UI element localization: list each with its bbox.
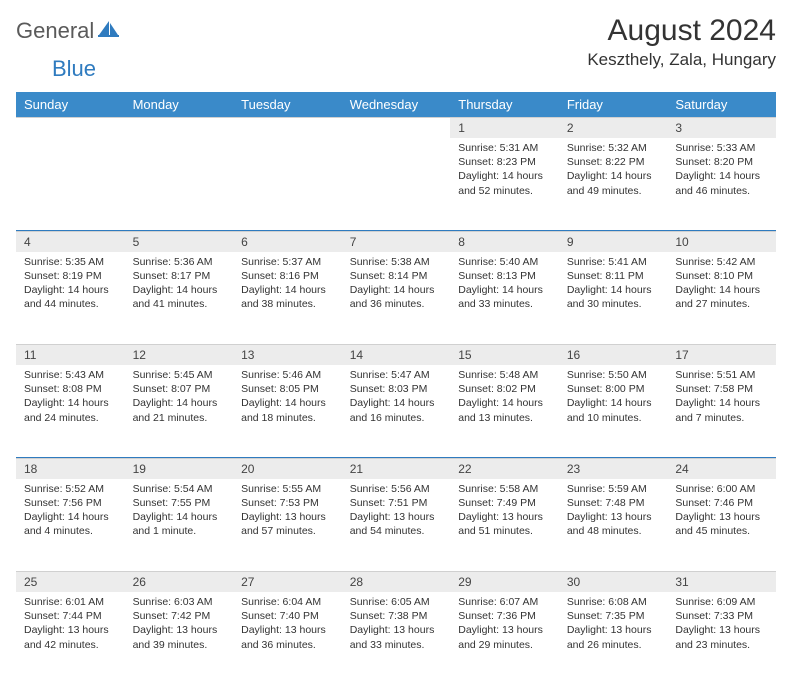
day-content-cell bbox=[125, 138, 234, 230]
day-content-cell: Sunrise: 6:08 AMSunset: 7:35 PMDaylight:… bbox=[559, 592, 668, 684]
day-content-cell: Sunrise: 5:41 AMSunset: 8:11 PMDaylight:… bbox=[559, 252, 668, 344]
day-content-row: Sunrise: 5:35 AMSunset: 8:19 PMDaylight:… bbox=[16, 252, 776, 344]
day-number-cell: 5 bbox=[125, 231, 234, 252]
day-content-cell bbox=[233, 138, 342, 230]
day-content-cell: Sunrise: 5:52 AMSunset: 7:56 PMDaylight:… bbox=[16, 479, 125, 571]
daynum-row: 18192021222324 bbox=[16, 458, 776, 479]
day-content-cell: Sunrise: 5:31 AMSunset: 8:23 PMDaylight:… bbox=[450, 138, 559, 230]
day-number-cell: 7 bbox=[342, 231, 451, 252]
brand-part2: Blue bbox=[52, 56, 96, 81]
weekday-header: Saturday bbox=[667, 92, 776, 118]
calendar-page: General August 2024 Keszthely, Zala, Hun… bbox=[0, 0, 792, 698]
day-number-cell: 6 bbox=[233, 231, 342, 252]
day-number-cell: 26 bbox=[125, 572, 234, 593]
brand-part1: General bbox=[16, 18, 94, 44]
day-number-cell: 23 bbox=[559, 458, 668, 479]
day-number-cell: 14 bbox=[342, 345, 451, 366]
day-content-cell: Sunrise: 5:59 AMSunset: 7:48 PMDaylight:… bbox=[559, 479, 668, 571]
day-content-cell: Sunrise: 5:46 AMSunset: 8:05 PMDaylight:… bbox=[233, 365, 342, 457]
day-content-cell: Sunrise: 5:43 AMSunset: 8:08 PMDaylight:… bbox=[16, 365, 125, 457]
day-content-cell bbox=[342, 138, 451, 230]
day-content-row: Sunrise: 5:43 AMSunset: 8:08 PMDaylight:… bbox=[16, 365, 776, 457]
day-number-cell: 4 bbox=[16, 231, 125, 252]
day-number-cell: 30 bbox=[559, 572, 668, 593]
daynum-row: 25262728293031 bbox=[16, 572, 776, 593]
weekday-header: Friday bbox=[559, 92, 668, 118]
day-content-cell: Sunrise: 5:55 AMSunset: 7:53 PMDaylight:… bbox=[233, 479, 342, 571]
day-content-cell: Sunrise: 5:38 AMSunset: 8:14 PMDaylight:… bbox=[342, 252, 451, 344]
day-content-cell: Sunrise: 5:48 AMSunset: 8:02 PMDaylight:… bbox=[450, 365, 559, 457]
day-content-cell bbox=[16, 138, 125, 230]
day-content-cell: Sunrise: 6:01 AMSunset: 7:44 PMDaylight:… bbox=[16, 592, 125, 684]
weekday-header: Tuesday bbox=[233, 92, 342, 118]
day-content-cell: Sunrise: 5:33 AMSunset: 8:20 PMDaylight:… bbox=[667, 138, 776, 230]
weekday-header: Wednesday bbox=[342, 92, 451, 118]
day-content-cell: Sunrise: 6:03 AMSunset: 7:42 PMDaylight:… bbox=[125, 592, 234, 684]
day-number-cell: 10 bbox=[667, 231, 776, 252]
weekday-header: Monday bbox=[125, 92, 234, 118]
day-content-cell: Sunrise: 5:56 AMSunset: 7:51 PMDaylight:… bbox=[342, 479, 451, 571]
day-number-cell: 2 bbox=[559, 118, 668, 139]
weekday-header: Thursday bbox=[450, 92, 559, 118]
day-number-cell: 15 bbox=[450, 345, 559, 366]
day-number-cell: 20 bbox=[233, 458, 342, 479]
day-content-cell: Sunrise: 5:45 AMSunset: 8:07 PMDaylight:… bbox=[125, 365, 234, 457]
day-number-cell: 27 bbox=[233, 572, 342, 593]
day-content-cell: Sunrise: 5:36 AMSunset: 8:17 PMDaylight:… bbox=[125, 252, 234, 344]
day-content-cell: Sunrise: 5:50 AMSunset: 8:00 PMDaylight:… bbox=[559, 365, 668, 457]
day-number-cell bbox=[342, 118, 451, 139]
daynum-row: 11121314151617 bbox=[16, 345, 776, 366]
day-number-cell: 24 bbox=[667, 458, 776, 479]
day-content-cell: Sunrise: 5:32 AMSunset: 8:22 PMDaylight:… bbox=[559, 138, 668, 230]
day-content-cell: Sunrise: 6:00 AMSunset: 7:46 PMDaylight:… bbox=[667, 479, 776, 571]
day-number-cell: 18 bbox=[16, 458, 125, 479]
day-content-cell: Sunrise: 6:05 AMSunset: 7:38 PMDaylight:… bbox=[342, 592, 451, 684]
day-number-cell: 17 bbox=[667, 345, 776, 366]
day-number-cell: 1 bbox=[450, 118, 559, 139]
day-number-cell: 31 bbox=[667, 572, 776, 593]
day-number-cell: 16 bbox=[559, 345, 668, 366]
weekday-header: Sunday bbox=[16, 92, 125, 118]
weekday-header-row: Sunday Monday Tuesday Wednesday Thursday… bbox=[16, 92, 776, 118]
day-content-cell: Sunrise: 5:40 AMSunset: 8:13 PMDaylight:… bbox=[450, 252, 559, 344]
day-content-cell: Sunrise: 6:04 AMSunset: 7:40 PMDaylight:… bbox=[233, 592, 342, 684]
month-title: August 2024 bbox=[587, 14, 776, 48]
day-number-cell: 11 bbox=[16, 345, 125, 366]
brand-logo: General bbox=[16, 14, 122, 44]
day-content-cell: Sunrise: 5:58 AMSunset: 7:49 PMDaylight:… bbox=[450, 479, 559, 571]
day-content-cell: Sunrise: 5:42 AMSunset: 8:10 PMDaylight:… bbox=[667, 252, 776, 344]
day-content-row: Sunrise: 5:31 AMSunset: 8:23 PMDaylight:… bbox=[16, 138, 776, 230]
day-content-cell: Sunrise: 5:54 AMSunset: 7:55 PMDaylight:… bbox=[125, 479, 234, 571]
day-content-cell: Sunrise: 5:47 AMSunset: 8:03 PMDaylight:… bbox=[342, 365, 451, 457]
day-number-cell: 12 bbox=[125, 345, 234, 366]
day-number-cell bbox=[16, 118, 125, 139]
day-number-cell: 28 bbox=[342, 572, 451, 593]
day-number-cell: 8 bbox=[450, 231, 559, 252]
day-content-cell: Sunrise: 5:51 AMSunset: 7:58 PMDaylight:… bbox=[667, 365, 776, 457]
day-number-cell: 22 bbox=[450, 458, 559, 479]
calendar-table: Sunday Monday Tuesday Wednesday Thursday… bbox=[16, 92, 776, 684]
day-content-cell: Sunrise: 5:35 AMSunset: 8:19 PMDaylight:… bbox=[16, 252, 125, 344]
day-content-cell: Sunrise: 6:07 AMSunset: 7:36 PMDaylight:… bbox=[450, 592, 559, 684]
day-number-cell bbox=[233, 118, 342, 139]
daynum-row: 45678910 bbox=[16, 231, 776, 252]
day-number-cell: 19 bbox=[125, 458, 234, 479]
sail-icon bbox=[98, 20, 120, 43]
day-number-cell: 3 bbox=[667, 118, 776, 139]
day-content-cell: Sunrise: 5:37 AMSunset: 8:16 PMDaylight:… bbox=[233, 252, 342, 344]
day-number-cell: 29 bbox=[450, 572, 559, 593]
day-number-cell bbox=[125, 118, 234, 139]
day-number-cell: 25 bbox=[16, 572, 125, 593]
day-content-row: Sunrise: 5:52 AMSunset: 7:56 PMDaylight:… bbox=[16, 479, 776, 571]
day-number-cell: 13 bbox=[233, 345, 342, 366]
day-number-cell: 9 bbox=[559, 231, 668, 252]
day-number-cell: 21 bbox=[342, 458, 451, 479]
daynum-row: 123 bbox=[16, 118, 776, 139]
day-content-cell: Sunrise: 6:09 AMSunset: 7:33 PMDaylight:… bbox=[667, 592, 776, 684]
day-content-row: Sunrise: 6:01 AMSunset: 7:44 PMDaylight:… bbox=[16, 592, 776, 684]
